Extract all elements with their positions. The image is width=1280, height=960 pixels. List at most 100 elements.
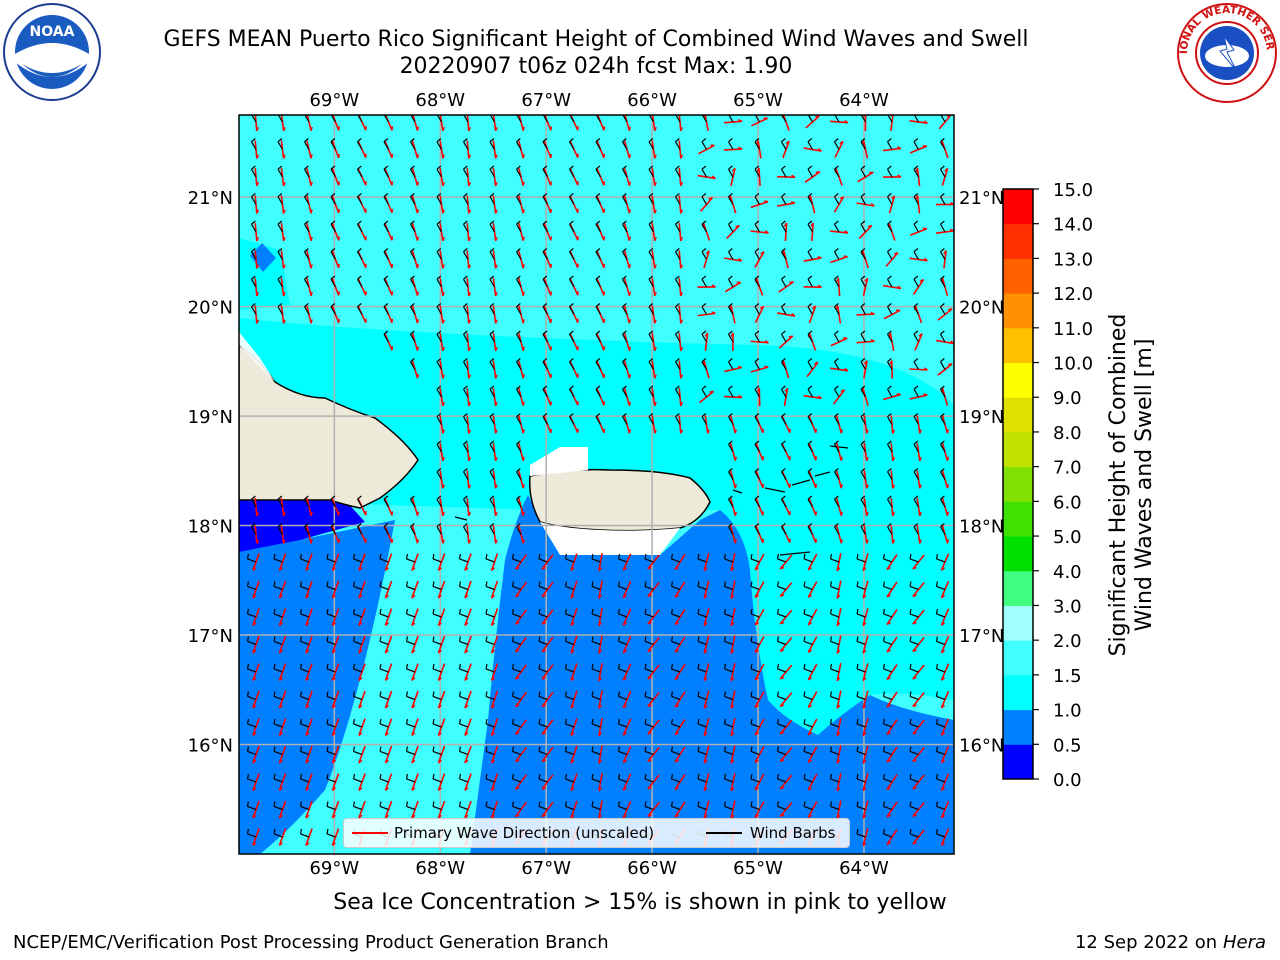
wave-direction-arrowhead xyxy=(628,401,631,406)
wind-barb-flag xyxy=(723,773,727,780)
wind-barb xyxy=(383,526,390,535)
wind-barb xyxy=(409,141,416,150)
wave-direction-arrowhead xyxy=(680,292,684,297)
wind-barb xyxy=(671,778,681,783)
wind-barb xyxy=(515,306,522,315)
colorbar-segment xyxy=(1003,640,1033,676)
wave-direction-arrowhead xyxy=(891,195,896,200)
wind-barb xyxy=(909,558,919,563)
wind-barb-flag xyxy=(675,358,680,363)
wave-direction-arrowhead xyxy=(464,622,469,626)
wave-direction-arrowhead xyxy=(338,511,340,516)
wind-barb-flag xyxy=(383,193,389,198)
wind-barb xyxy=(833,361,840,370)
wave-direction-arrowhead xyxy=(674,567,679,571)
wind-barb xyxy=(515,141,522,150)
wind-barb xyxy=(886,306,893,315)
wave-direction-arrowhead xyxy=(522,401,525,406)
wind-barb xyxy=(459,585,469,591)
wind-barb-flag xyxy=(246,828,250,835)
wind-barb-flag xyxy=(807,165,813,170)
wind-barb-flag xyxy=(940,275,945,280)
wind-barb xyxy=(833,168,840,178)
wind-barb xyxy=(462,306,469,315)
wind-barb-flag xyxy=(807,303,813,308)
wave-direction-arrowhead xyxy=(278,787,283,791)
wind-barb-flag xyxy=(750,746,753,752)
wave-direction-arrowhead xyxy=(358,787,363,791)
wind-barb-flag xyxy=(644,636,647,642)
wind-barb-flag xyxy=(856,718,859,725)
wind-barb xyxy=(383,141,390,150)
wind-barb xyxy=(727,471,734,480)
wind-barb xyxy=(830,668,840,673)
wind-barb-flag xyxy=(569,193,574,198)
wind-barb-flag xyxy=(410,523,415,528)
wave-direction-arrowhead xyxy=(862,704,867,709)
wave-direction-arrowhead xyxy=(442,126,445,132)
wave-direction-arrowhead xyxy=(862,567,867,572)
wave-direction-arrowhead xyxy=(331,677,336,681)
wind-barb xyxy=(777,558,787,563)
footer-machine: Hera xyxy=(1222,932,1266,953)
wave-direction-arrowhead xyxy=(892,512,896,517)
wind-barb-flag xyxy=(299,801,303,807)
wind-barb-flag xyxy=(326,773,329,780)
wind-barb xyxy=(909,805,919,811)
wave-direction-arrowhead xyxy=(835,305,839,310)
wave-direction-arrowhead xyxy=(278,704,283,709)
wave-direction-arrowhead xyxy=(703,622,708,627)
wind-barb-flag xyxy=(887,330,892,335)
wind-barb-flag xyxy=(570,111,574,114)
wind-barb xyxy=(247,805,257,811)
wave-direction-arrowhead xyxy=(384,594,389,599)
wind-barb xyxy=(671,558,681,563)
wind-barb-flag xyxy=(569,275,574,280)
wind-barb xyxy=(913,141,920,150)
wind-barb-flag xyxy=(675,220,680,225)
wind-barb xyxy=(754,443,761,453)
wind-barb-flag xyxy=(564,801,568,807)
wind-barb-flag xyxy=(564,663,568,670)
wave-direction-arrowhead xyxy=(310,319,313,324)
wave-direction-arrowhead xyxy=(515,676,520,680)
wave-direction-arrowhead xyxy=(836,622,841,627)
wave-direction-arrowhead xyxy=(282,209,286,214)
wind-barb xyxy=(591,668,601,673)
wave-direction-arrowhead xyxy=(411,732,416,736)
wind-barb-flag xyxy=(834,303,839,308)
wind-barb xyxy=(777,613,787,618)
wind-barb-flag xyxy=(299,718,303,725)
wind-barb-flag xyxy=(595,275,601,280)
wind-barb-flag xyxy=(781,468,786,473)
colorbar-segment xyxy=(1003,744,1033,780)
wave-direction-arrowhead xyxy=(464,759,469,764)
wave-direction-arrowhead xyxy=(622,704,627,709)
wind-barb xyxy=(379,723,389,728)
wind-barb-flag xyxy=(728,193,733,198)
wind-barb-flag xyxy=(670,553,674,560)
wind-barb xyxy=(750,558,760,563)
wind-barb-flag xyxy=(410,303,415,308)
wave-direction-arrowhead xyxy=(754,622,759,626)
wave-direction-arrowhead xyxy=(282,236,286,242)
wind-barb-flag xyxy=(485,746,488,752)
wave-direction-arrowhead xyxy=(491,814,495,819)
wave-direction-arrowhead xyxy=(338,538,340,543)
wind-barb-flag xyxy=(251,495,256,500)
wind-barb-flag xyxy=(277,523,283,528)
wind-barb xyxy=(250,278,257,288)
wave-direction-arrowhead xyxy=(918,333,923,337)
wind-barb xyxy=(250,306,257,315)
wind-barb-flag xyxy=(436,468,442,473)
wave-direction-arrowhead xyxy=(813,361,819,365)
wave-direction-arrowhead xyxy=(494,209,498,214)
wind-barb xyxy=(724,805,734,811)
wind-barb xyxy=(462,443,469,453)
wave-direction-arrowhead xyxy=(923,367,928,371)
wind-barb xyxy=(485,613,495,618)
wind-barb xyxy=(277,306,284,315)
wind-barb xyxy=(856,613,866,618)
wind-barb xyxy=(538,668,548,673)
wave-direction-arrowhead xyxy=(807,677,812,681)
